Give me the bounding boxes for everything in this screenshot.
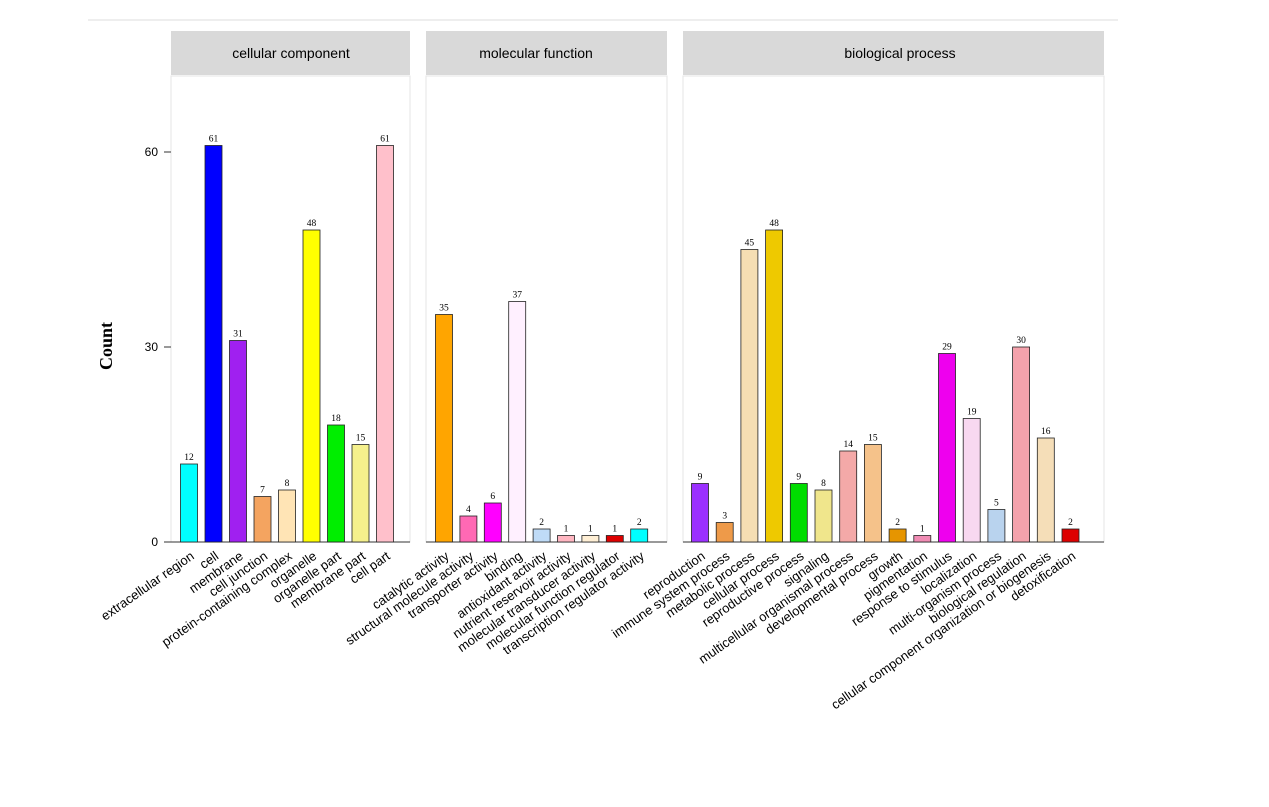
value-label-extracellular-region: 12 (184, 453, 194, 463)
bar-multicellular-organismal-process (839, 450, 858, 543)
value-label-cell-part: 61 (380, 135, 390, 145)
bar-membrane-part (351, 444, 370, 543)
value-label-reproductive-process: 9 (796, 473, 801, 483)
strip-biological-process (683, 31, 1104, 75)
value-label-pigmentation: 1 (920, 525, 925, 535)
strip-molecular-function (426, 31, 667, 75)
y-tick-label-30: 30 (145, 340, 159, 354)
bar-membrane (229, 340, 247, 543)
value-label-multicellular-organismal-process: 14 (843, 440, 853, 450)
bar-biological-regulation (1012, 346, 1030, 543)
bar-detoxification (1061, 528, 1080, 543)
value-label-antioxidant-activity: 2 (539, 518, 544, 528)
bar-cellular-process (765, 229, 783, 543)
value-label-detoxification: 2 (1068, 518, 1073, 528)
value-label-molecular-transducer-activity: 1 (588, 525, 593, 535)
bar-transcription-regulator-activity (630, 528, 649, 543)
value-label-response-to-stimulus: 29 (942, 343, 952, 353)
value-label-biological-regulation: 30 (1016, 336, 1026, 346)
value-label-transporter-activity: 6 (490, 492, 495, 502)
value-label-cellular-component-organization-or-biogenesis: 16 (1041, 427, 1051, 437)
value-label-localization: 19 (967, 408, 977, 418)
value-label-immune-system-process: 3 (722, 512, 727, 522)
bar-transporter-activity (483, 502, 502, 543)
value-label-membrane-part: 15 (356, 434, 366, 444)
bar-catalytic-activity (435, 314, 453, 543)
value-label-multi-organism-process: 5 (994, 499, 999, 509)
y-axis-title: Count (96, 322, 116, 370)
bar-localization (962, 418, 981, 543)
bar-molecular-transducer-activity (581, 535, 600, 543)
value-label-nutrient-reservoir-activity: 1 (564, 525, 569, 535)
bar-signaling (814, 489, 833, 543)
bar-reproductive-process (789, 483, 808, 543)
category-label-extracellular-region: extracellular region (98, 548, 197, 623)
value-label-growth: 2 (895, 518, 900, 528)
value-label-binding: 37 (512, 291, 522, 301)
value-label-developmental-process: 15 (868, 434, 878, 444)
value-label-protein-containing-complex: 8 (285, 479, 290, 489)
value-label-cell-junction: 7 (260, 486, 265, 496)
value-label-metabolic-process: 45 (745, 239, 755, 249)
bar-organelle-part (327, 424, 345, 543)
value-label-organelle: 48 (307, 219, 317, 229)
value-label-molecular-function-regulator: 1 (612, 525, 617, 535)
bar-cell-junction (253, 496, 272, 543)
strip-label-biological-process: biological process (844, 45, 955, 61)
bar-organelle (302, 229, 321, 543)
bar-multi-organism-process (987, 509, 1006, 543)
value-label-catalytic-activity: 35 (439, 304, 449, 314)
bar-extracellular-region (180, 463, 198, 543)
y-tick-label-0: 0 (151, 535, 158, 549)
facet-strips: cellular component molecular function biol… (88, 19, 1118, 543)
bar-response-to-stimulus (938, 353, 956, 543)
bar-cellular-component-organization-or-biogenesis (1036, 437, 1055, 543)
value-label-signaling: 8 (821, 479, 826, 489)
bar-protein-containing-complex (278, 489, 296, 543)
value-label-organelle-part: 18 (331, 414, 341, 424)
bar-antioxidant-activity (532, 528, 551, 543)
bar-metabolic-process (740, 249, 759, 543)
value-label-cell: 61 (209, 135, 219, 145)
strip-label-molecular-function: molecular function (479, 45, 593, 61)
bar-growth (888, 528, 907, 543)
value-label-cellular-process: 48 (769, 219, 779, 229)
bar-structural-molecule-activity (459, 515, 478, 543)
value-label-structural-molecule-activity: 4 (466, 505, 471, 515)
value-label-transcription-regulator-activity: 2 (637, 518, 642, 528)
bar-reproduction (691, 483, 709, 543)
strip-cellular-component (171, 31, 410, 75)
bar-pigmentation (913, 535, 932, 543)
y-tick-label-60: 60 (145, 145, 159, 159)
value-label-reproduction: 9 (698, 473, 703, 483)
panel-molecular-function (425, 75, 668, 543)
strip-label-cellular-component: cellular component (232, 45, 350, 61)
bar-binding (508, 301, 527, 543)
bar-developmental-process (864, 444, 882, 543)
bar-cell (204, 145, 223, 543)
bar-cell-part (376, 145, 394, 543)
bar-nutrient-reservoir-activity (557, 535, 575, 543)
bar-immune-system-process (715, 522, 734, 543)
value-label-membrane: 31 (233, 330, 243, 340)
bar-molecular-function-regulator (605, 535, 624, 543)
